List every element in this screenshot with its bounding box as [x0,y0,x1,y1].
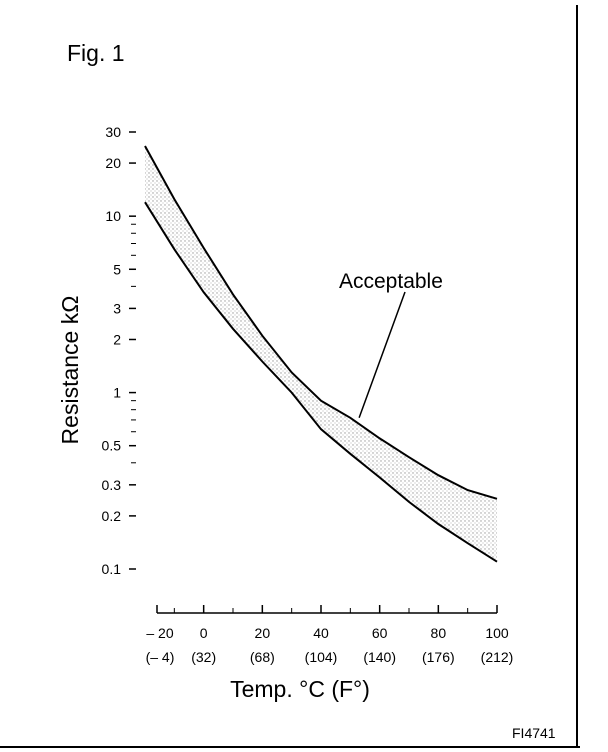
figure-ref: FI4741 [512,725,556,741]
x-tick-label: 100 [485,625,509,641]
chart-title: Fig. 1 [67,40,125,66]
annotation-label: Acceptable [339,270,443,293]
x-tick-sublabel: (– 4) [146,649,175,665]
x-tick-label: 60 [372,625,388,641]
upper-limit-line [144,145,498,500]
x-tick-label: 80 [431,625,447,641]
x-tick-sublabel: (176) [422,649,455,665]
y-tick-label: 20 [105,155,121,171]
x-axis-label: Temp. °C (F°) [230,676,370,702]
y-tick-label: 3 [113,300,121,316]
x-tick-sublabel: (104) [305,649,338,665]
x-tick-sublabel: (212) [481,649,514,665]
y-tick-label: 1 [113,385,121,401]
y-tick-label: 5 [113,261,121,277]
y-axis-label: Resistance kΩ [57,296,83,445]
x-tick-sublabel: (68) [250,649,275,665]
y-tick-label: 0.1 [102,561,122,577]
y-tick-label: 0.5 [102,438,122,454]
bottom-rule [0,746,580,748]
x-tick-sublabel: (140) [363,649,396,665]
acceptable-band [145,146,497,562]
y-tick-label: 0.2 [102,508,122,524]
x-tick-label: – 20 [146,625,173,641]
y-tick-label: 10 [105,208,121,224]
x-tick-label: 0 [200,625,208,641]
y-tick-label: 2 [113,331,121,347]
x-tick-label: 20 [255,625,271,641]
x-tick-sublabel: (32) [191,649,216,665]
y-tick-label: 30 [105,124,121,140]
lower-limit-line [144,201,498,563]
annotation-leader [358,291,406,419]
y-tick-label: 0.3 [102,477,122,493]
x-tick-label: 40 [313,625,329,641]
